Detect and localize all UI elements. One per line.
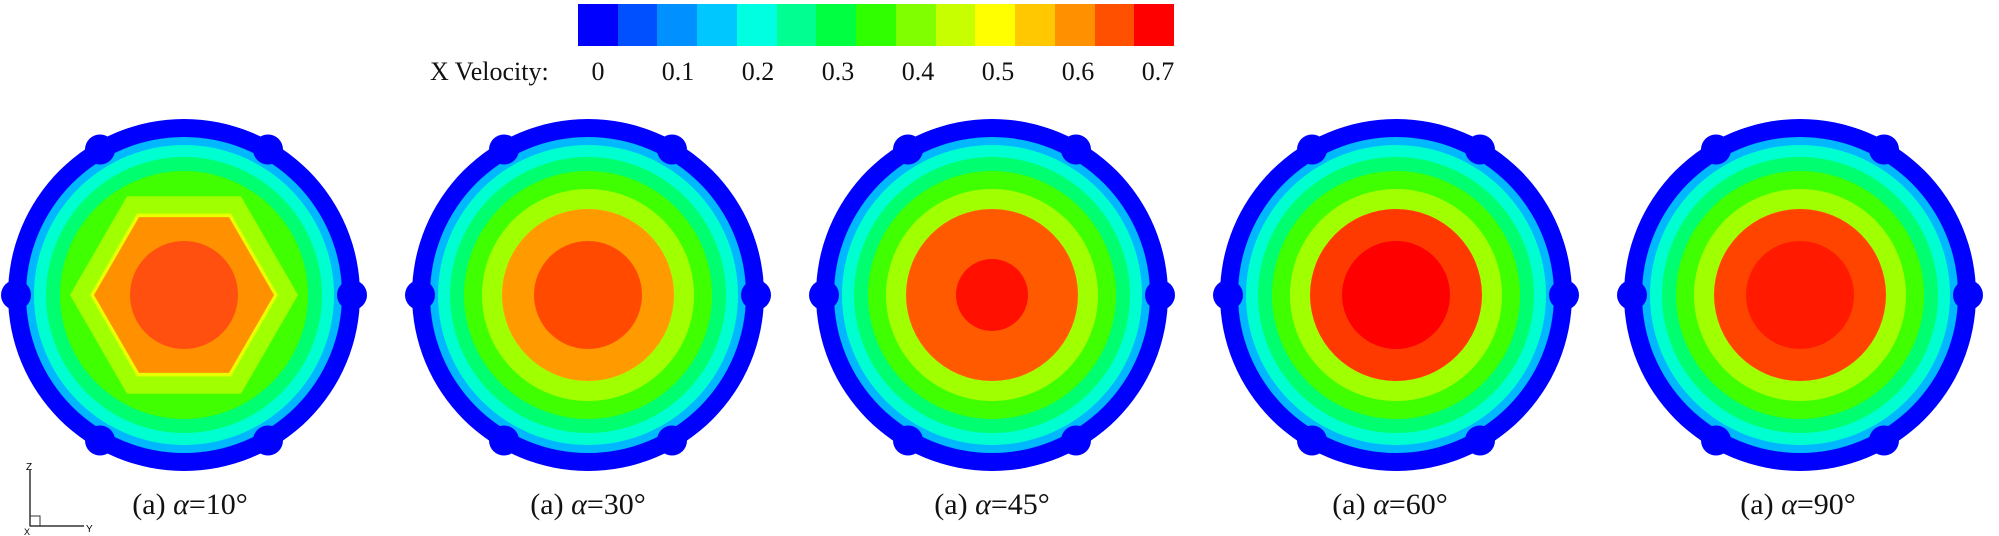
rod-blob: [1701, 134, 1731, 165]
colorbar-tick-label: 0.2: [741, 57, 775, 86]
caption-angle: =10°: [188, 488, 248, 521]
colorbar-tick-label: 0.4: [901, 57, 935, 86]
core-region: [130, 241, 238, 349]
colorbar-tick-label: 0.3: [821, 57, 855, 86]
caption-label: (a): [1740, 488, 1782, 521]
colorbar-segment: [1094, 4, 1135, 46]
axis-x-label: X: [24, 527, 30, 536]
colorbar-segment: [1134, 4, 1175, 46]
caption-symbol: α: [571, 488, 587, 521]
caption-label: (a): [132, 488, 174, 521]
rod-blob: [1465, 425, 1495, 456]
velocity-contour-plot: [1213, 119, 1579, 471]
colorbar-segment: [816, 4, 857, 46]
colorbar: [578, 4, 1175, 46]
rod-blob: [1701, 425, 1731, 456]
colorbar-segment: [657, 4, 698, 46]
colorbar-label: X Velocity:: [430, 57, 549, 86]
plot-caption: (a) α=45°: [934, 488, 1049, 522]
caption-symbol: α: [975, 488, 991, 521]
caption-symbol: α: [1781, 488, 1797, 521]
caption-angle: =90°: [1796, 488, 1856, 521]
colorbar-segment: [578, 4, 618, 46]
velocity-contour-plot: [809, 119, 1175, 471]
rod-blob: [337, 280, 367, 310]
colorbar-tick-label: 0.1: [661, 57, 695, 86]
colorbar-tick-label: 0.7: [1141, 57, 1175, 86]
colorbar-tick-label: 0.6: [1061, 57, 1095, 86]
caption-angle: =30°: [586, 488, 646, 521]
core-region: [1746, 241, 1854, 349]
rod-blob: [1145, 280, 1175, 310]
rod-blob: [1465, 134, 1495, 165]
rod-blob: [657, 134, 687, 165]
core-region: [534, 241, 642, 349]
rod-blob: [85, 425, 115, 456]
colorbar-segment: [617, 4, 658, 46]
rod-blob: [1549, 280, 1579, 310]
core-region: [1342, 241, 1450, 349]
rod-blob: [1297, 134, 1327, 165]
plot-caption: (a) α=60°: [1332, 488, 1447, 522]
rod-blob: [1061, 425, 1091, 456]
velocity-contour-plot: [1, 119, 367, 471]
rod-blob: [405, 280, 435, 310]
rod-blob: [741, 280, 771, 310]
rod-blob: [489, 134, 519, 165]
rod-blob: [253, 425, 283, 456]
colorbar-segment: [1015, 4, 1055, 46]
colorbar-segment: [1054, 4, 1095, 46]
colorbar-segment: [776, 4, 817, 46]
rod-blob: [1953, 280, 1983, 310]
caption-angle: =45°: [990, 488, 1050, 521]
rod-blob: [489, 425, 519, 456]
colorbar-segment: [736, 4, 777, 46]
axis-z-label: Z: [26, 462, 32, 473]
colorbar-segment: [975, 4, 1016, 46]
caption-symbol: α: [173, 488, 189, 521]
caption-label: (a): [530, 488, 572, 521]
rod-blob: [1061, 134, 1091, 165]
colorbar-segment: [895, 4, 936, 46]
rod-blob: [1617, 280, 1647, 310]
rod-blob: [893, 134, 923, 165]
plot-caption: (a) α=10°: [132, 488, 247, 522]
rod-blob: [809, 280, 839, 310]
colorbar-segment: [697, 4, 737, 46]
rod-blob: [1869, 425, 1899, 456]
caption-symbol: α: [1373, 488, 1389, 521]
rod-blob: [1869, 134, 1899, 165]
caption-label: (a): [1332, 488, 1374, 521]
colorbar-segment: [935, 4, 976, 46]
plot-caption: (a) α=30°: [530, 488, 645, 522]
rod-blob: [1297, 425, 1327, 456]
velocity-contour-plot: [1617, 119, 1983, 471]
rod-blob: [253, 134, 283, 165]
colorbar-tick-label: 0: [591, 57, 605, 86]
rod-blob: [1, 280, 31, 310]
rod-blob: [1213, 280, 1243, 310]
axis-y-label: Y: [86, 524, 93, 535]
velocity-contour-plot: [405, 119, 771, 471]
rod-blob: [85, 134, 115, 165]
axis-triad-icon: Z Y X: [24, 462, 93, 536]
plot-caption: (a) α=90°: [1740, 488, 1855, 522]
rod-blob: [893, 425, 923, 456]
colorbar-segment: [856, 4, 896, 46]
core-region: [956, 259, 1028, 331]
rod-blob: [657, 425, 687, 456]
colorbar-tick-label: 0.5: [981, 57, 1015, 86]
caption-angle: =60°: [1388, 488, 1448, 521]
caption-label: (a): [934, 488, 976, 521]
